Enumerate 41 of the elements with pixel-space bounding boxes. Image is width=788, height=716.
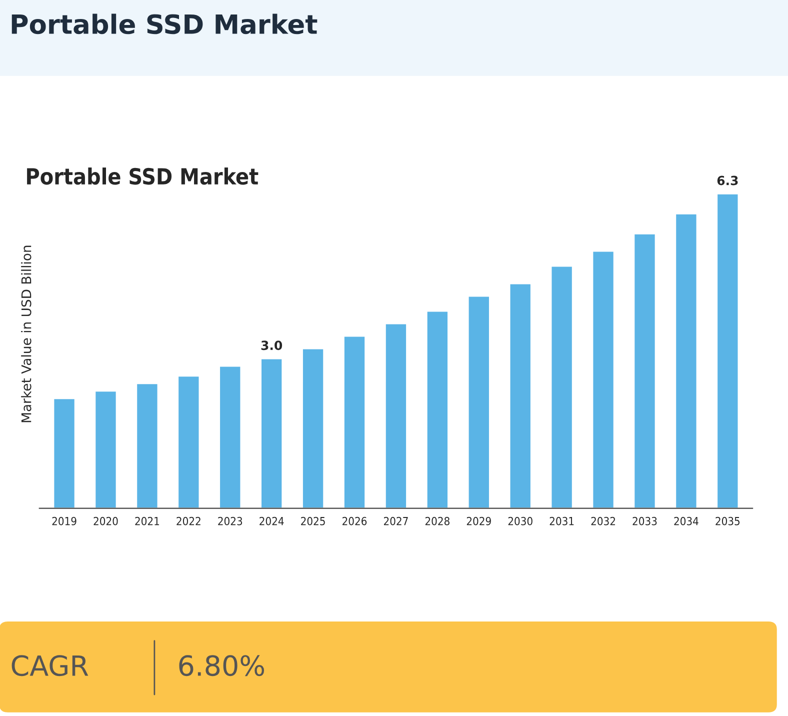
x-tick-label: 2027 [384,516,408,526]
bar [674,212,698,508]
x-tick-label: 2033 [632,516,657,526]
bar [218,365,242,508]
x-tick-label: 2034 [674,516,698,526]
data-label: 3.0 [261,340,282,350]
bar [94,390,118,508]
x-tick-label: 2021 [135,516,159,526]
bar [716,192,740,508]
x-tick-label: 2025 [301,516,325,526]
x-tick-label: 2028 [425,516,450,526]
chart-subtitle: Portable SSD Market [27,168,258,185]
x-tick-label: 2029 [466,516,491,526]
chart-title: Portable SSD Market [12,14,318,34]
text: 6.80% [179,655,264,676]
data-label: 6.3 [717,176,738,186]
bar [177,375,200,508]
x-tick-label: 2035 [716,516,740,526]
bar [426,310,449,508]
x-tick-label: 2030 [508,516,532,526]
bar [550,265,574,508]
text: CAGR [12,655,88,676]
bar [508,282,532,508]
x-tick-label: 2026 [342,516,367,526]
bar [52,398,76,508]
bar [302,348,325,508]
x-tick-label: 2019 [52,516,76,526]
x-tick-label: 2023 [218,516,242,526]
x-tick-label: 2022 [176,516,200,526]
bar [136,382,159,508]
bar [592,250,615,508]
x-tick-label: 2031 [550,516,574,526]
x-tick-label: 2032 [591,516,615,526]
bar [260,358,284,508]
bar [343,335,366,508]
bar [633,232,656,508]
bar [467,295,490,508]
x-tick-label: 2020 [94,516,118,526]
y-axis-title: Market Value in USD Billion [21,246,32,422]
bar [384,322,408,508]
x-tick-label: 2024 [260,516,284,526]
